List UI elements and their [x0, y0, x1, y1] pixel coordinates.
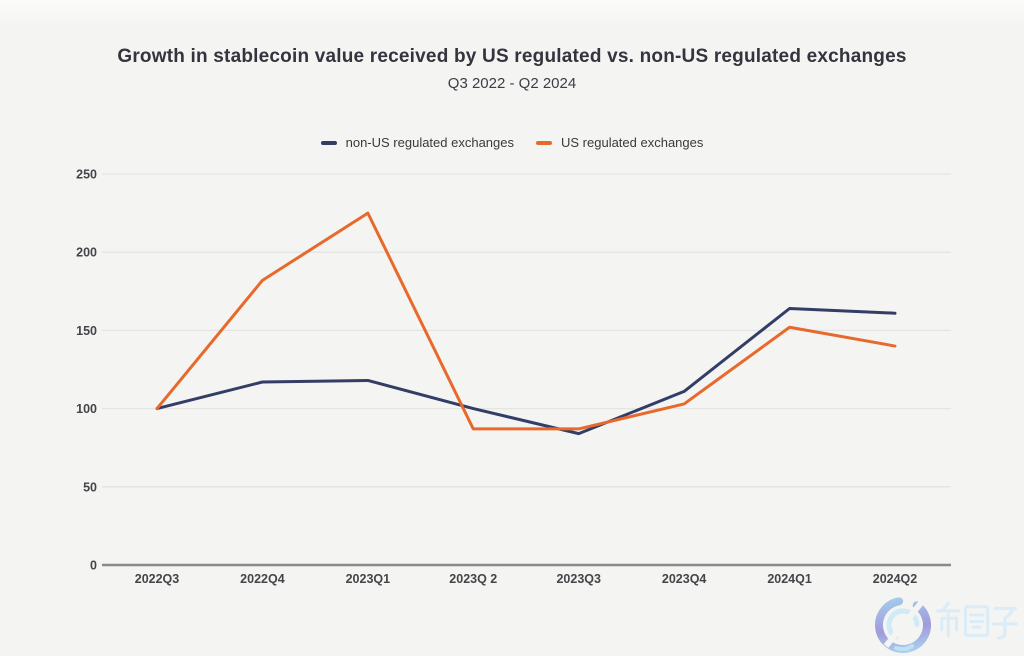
x-axis-tick-label: 2024Q1 [767, 572, 812, 586]
legend-label-us: US regulated exchanges [561, 135, 704, 150]
x-axis-tick-label: 2023Q 2 [449, 572, 497, 586]
y-axis-tick-label: 250 [76, 168, 97, 182]
chart-legend: non-US regulated exchanges US regulated … [0, 135, 1024, 150]
y-axis-tick-label: 100 [76, 402, 97, 416]
chart-subtitle: Q3 2022 - Q2 2024 [447, 75, 577, 92]
x-axis-tick-label: 2023Q3 [556, 572, 601, 586]
series-line-us [155, 211, 897, 431]
watermark-swirl-icon [875, 597, 931, 653]
y-axis-tick-label: 0 [90, 559, 97, 573]
legend-swatch-non-us-icon [320, 140, 337, 145]
series-line-non-us [155, 307, 897, 436]
y-axis-tick-label: 200 [76, 246, 97, 260]
x-axis-tick-label: 2022Q3 [135, 572, 180, 586]
y-axis-tick-label: 150 [76, 324, 97, 338]
chart-title: Growth in stablecoin value received by U… [117, 46, 907, 67]
x-axis-tick-label: 2024Q2 [873, 572, 918, 586]
legend-label-non-us: non-US regulated exchanges [345, 135, 514, 150]
watermark-glyphs [936, 601, 1018, 640]
legend-item-non-us: non-US regulated exchanges [320, 135, 514, 150]
watermark-logo-icon [875, 597, 1018, 653]
x-axis-tick-label: 2023Q4 [662, 572, 707, 586]
y-axis-tick-label: 50 [83, 480, 97, 494]
x-axis-tick-label: 2022Q4 [240, 572, 285, 586]
legend-item-us: US regulated exchanges [536, 135, 703, 150]
legend-swatch-us-icon [536, 140, 552, 145]
x-axis-tick-label: 2023Q1 [346, 572, 391, 586]
